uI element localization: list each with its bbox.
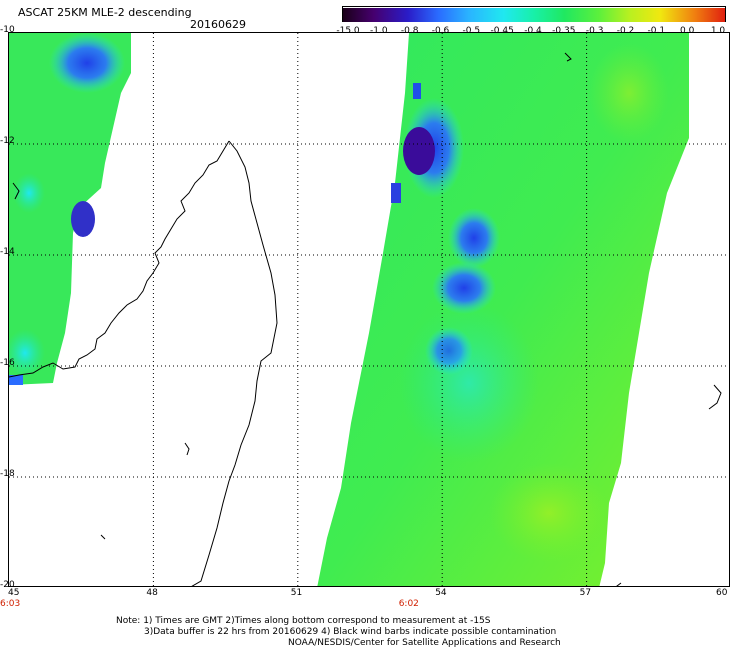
colorbar-tick-label: -0.1 bbox=[647, 26, 666, 36]
left-swath bbox=[9, 33, 131, 385]
longitude-label: 45 bbox=[8, 588, 20, 598]
time-label: 6:03 bbox=[0, 599, 21, 609]
colorbar-tick-label: -0.2 bbox=[616, 26, 635, 36]
latitude-label: -20 bbox=[0, 580, 15, 590]
colorbar-tick-label: -0.35 bbox=[552, 26, 576, 36]
colorbar-tick-label: 0.0 bbox=[679, 26, 695, 36]
latitude-label: -10 bbox=[0, 25, 15, 35]
longitude-label: 48 bbox=[146, 588, 158, 598]
latitude-label: -18 bbox=[0, 469, 15, 479]
longitude-label: 51 bbox=[290, 588, 303, 598]
note-line-2: 3)Data buffer is 22 hrs from 20160629 4)… bbox=[144, 627, 557, 637]
colorbar-tick-label: -15.0 bbox=[336, 26, 360, 36]
longitude-label: 54 bbox=[435, 588, 447, 598]
colorbar-tick-label: -0.45 bbox=[490, 26, 514, 36]
product-title: ASCAT 25KM MLE-2 descending bbox=[18, 6, 192, 19]
time-label: 6:02 bbox=[398, 599, 419, 609]
colorbar-tick-label: -1.0 bbox=[370, 26, 388, 36]
colorbar-tick-label: -0.4 bbox=[524, 26, 542, 36]
longitude-label: 57 bbox=[579, 588, 592, 598]
latitude-label: -14 bbox=[0, 247, 15, 257]
note-line-1: Note: 1) Times are GMT 2)Times along bot… bbox=[116, 616, 491, 626]
lat-lon-grid bbox=[9, 33, 729, 586]
right-swath bbox=[317, 33, 689, 586]
latitude-label: -16 bbox=[0, 358, 15, 368]
map-panel bbox=[8, 32, 730, 587]
swath-map bbox=[9, 33, 729, 586]
colorbar-tick-label: -0.6 bbox=[431, 26, 450, 36]
colorbar-tick-label: -0.8 bbox=[400, 26, 419, 36]
longitude-label: 60 bbox=[716, 588, 728, 598]
latitude-label: -12 bbox=[0, 136, 15, 146]
note-line-3: NOAA/NESDIS/Center for Satellite Applica… bbox=[288, 638, 561, 648]
madagascar-coastline bbox=[9, 52, 722, 586]
colorbar-tick-label: -0.5 bbox=[462, 26, 481, 36]
product-date: 20160629 bbox=[190, 18, 246, 31]
color-scale-bar bbox=[342, 6, 726, 22]
colorbar-tick-label: -0.3 bbox=[585, 26, 604, 36]
color-scale-gradient bbox=[343, 8, 725, 22]
colorbar-tick-label: 1.0 bbox=[710, 26, 726, 36]
